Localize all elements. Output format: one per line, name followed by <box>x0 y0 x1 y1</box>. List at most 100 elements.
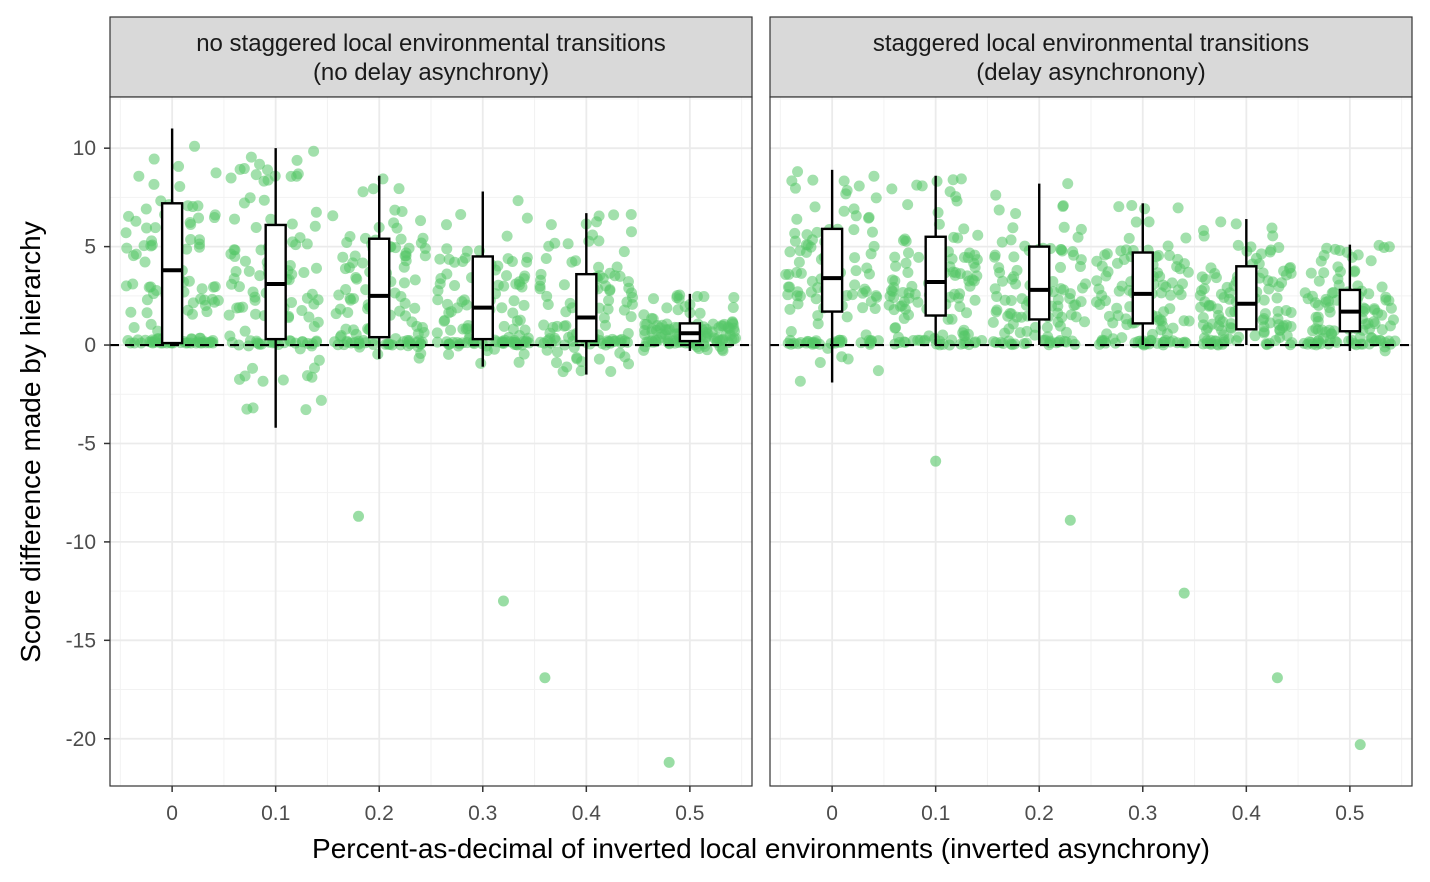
data-point <box>1312 335 1324 347</box>
data-point <box>540 252 552 264</box>
data-point <box>1383 241 1395 253</box>
box-iqr <box>160 202 184 345</box>
data-point <box>810 293 822 305</box>
data-point <box>609 270 621 282</box>
data-point <box>931 175 943 187</box>
data-point <box>793 256 805 268</box>
data-point <box>1225 318 1237 330</box>
data-point <box>1274 324 1286 336</box>
data-point <box>523 337 535 349</box>
data-point <box>1365 255 1377 267</box>
data-point <box>498 320 510 332</box>
data-point <box>621 296 633 308</box>
data-point <box>661 302 673 314</box>
data-point <box>812 310 824 322</box>
data-point <box>1091 275 1103 287</box>
box-plot <box>1338 244 1362 351</box>
data-point <box>968 275 980 287</box>
facet-strip-title: no staggered local environmental transit… <box>196 30 666 57</box>
data-point <box>512 195 524 207</box>
data-point <box>625 209 637 221</box>
x-tick-label: 0.5 <box>1335 802 1364 825</box>
data-point <box>989 249 1001 261</box>
data-point <box>639 318 651 330</box>
data-point <box>912 296 924 308</box>
data-point <box>287 236 299 248</box>
data-point <box>230 265 242 277</box>
data-point <box>1075 223 1087 235</box>
data-point <box>562 238 574 250</box>
data-point <box>563 331 575 343</box>
data-point <box>955 338 967 350</box>
data-point <box>415 215 427 227</box>
data-point <box>285 297 297 309</box>
box-iqr <box>575 272 598 343</box>
data-point <box>501 270 513 282</box>
facet-strip-subtitle: (no delay asynchrony) <box>313 59 549 86</box>
data-point <box>863 212 875 224</box>
data-point <box>969 294 981 306</box>
data-point <box>849 252 861 264</box>
data-point <box>301 238 313 250</box>
data-point <box>609 335 621 347</box>
data-point <box>1258 294 1270 306</box>
data-point <box>196 283 208 295</box>
facet-strip-subtitle: (delay asynchronony) <box>976 59 1205 86</box>
data-point <box>1216 324 1228 336</box>
data-point <box>372 348 384 360</box>
data-point <box>566 302 578 314</box>
data-point <box>225 172 237 184</box>
box-iqr <box>924 235 947 317</box>
data-point <box>993 262 1005 274</box>
data-point <box>1007 222 1019 234</box>
data-point <box>1155 287 1167 299</box>
data-point <box>1052 300 1064 312</box>
data-point <box>1258 327 1270 339</box>
data-point <box>391 222 403 234</box>
data-point <box>409 302 421 314</box>
data-point <box>842 353 854 365</box>
data-point <box>989 283 1001 295</box>
data-point <box>1172 202 1184 214</box>
data-point <box>1010 208 1022 220</box>
data-point <box>1249 330 1261 342</box>
data-point <box>1272 305 1284 317</box>
data-point <box>660 324 672 336</box>
data-point <box>138 240 150 252</box>
data-point <box>1180 232 1192 244</box>
data-point <box>413 352 425 364</box>
data-point <box>210 167 222 179</box>
data-point <box>868 170 880 182</box>
data-point <box>638 344 650 356</box>
data-point <box>440 219 452 231</box>
data-point <box>1112 310 1124 322</box>
data-point <box>1298 337 1310 349</box>
data-point <box>672 304 684 316</box>
data-point <box>284 335 296 347</box>
data-point <box>865 248 877 260</box>
data-point <box>1284 339 1296 351</box>
data-point <box>625 226 637 238</box>
data-point <box>1299 287 1311 299</box>
data-point <box>133 170 145 182</box>
data-point <box>551 357 563 369</box>
data-point <box>496 302 508 314</box>
data-point <box>1309 297 1321 309</box>
data-point <box>668 335 680 347</box>
data-point <box>932 207 944 219</box>
data-point <box>330 308 342 320</box>
data-point <box>1263 283 1275 295</box>
data-point <box>849 279 861 291</box>
y-tick-label: -20 <box>66 728 96 751</box>
data-point <box>342 307 354 319</box>
data-point <box>1076 282 1088 294</box>
data-point <box>1215 288 1227 300</box>
data-point <box>903 287 915 299</box>
data-point <box>717 345 729 357</box>
data-point <box>439 314 451 326</box>
data-point <box>258 194 270 206</box>
data-point <box>575 365 587 377</box>
data-point <box>400 255 412 267</box>
x-tick-label: 0.2 <box>1025 802 1054 825</box>
data-point <box>398 277 410 289</box>
